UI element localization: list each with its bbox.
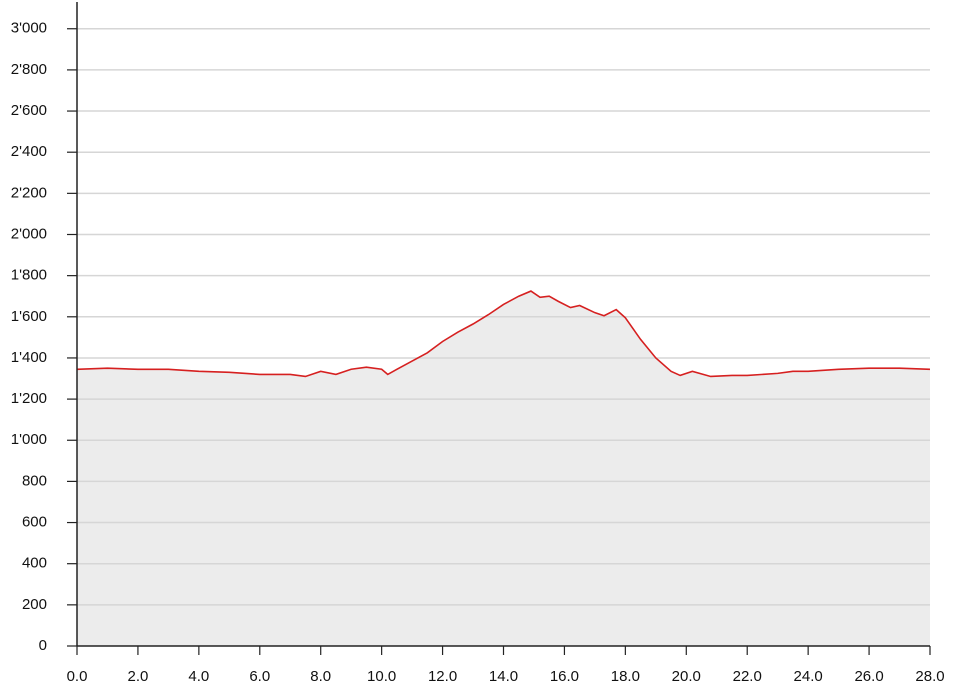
y-tick-label: 600 xyxy=(22,514,47,531)
elevation-line xyxy=(76,290,931,378)
y-tick-label: 1'200 xyxy=(11,390,47,407)
x-tick-label: 24.0 xyxy=(794,668,823,685)
x-tick-label: 4.0 xyxy=(188,668,209,685)
x-tick-label: 18.0 xyxy=(611,668,640,685)
x-tick-label: 10.0 xyxy=(367,668,396,685)
x-tick-label: 12.0 xyxy=(428,668,457,685)
x-tick-label: 0.0 xyxy=(67,668,88,685)
x-tick-label: 22.0 xyxy=(733,668,762,685)
y-tick-label: 800 xyxy=(22,472,47,489)
y-tick-label: 200 xyxy=(22,596,47,613)
y-tick-label: 2'000 xyxy=(11,225,47,242)
y-tick-label: 2'800 xyxy=(11,61,47,78)
x-tick-label: 26.0 xyxy=(854,668,883,685)
y-tick-label: 1'800 xyxy=(11,267,47,284)
y-tick-label: 1'600 xyxy=(11,308,47,325)
y-tick-label: 2'400 xyxy=(11,143,47,160)
y-tick-label: 1'400 xyxy=(11,349,47,366)
x-tick-label: 20.0 xyxy=(672,668,701,685)
x-tick-label: 2.0 xyxy=(127,668,148,685)
y-tick-label: 3'000 xyxy=(11,20,47,37)
y-tick-label: 2'600 xyxy=(11,102,47,119)
y-tick-label: 1'000 xyxy=(11,431,47,448)
x-tick-label: 14.0 xyxy=(489,668,518,685)
y-tick-label: 400 xyxy=(22,555,47,572)
area-fill xyxy=(77,291,930,646)
x-tick-label: 28.0 xyxy=(915,668,944,685)
x-tick-label: 16.0 xyxy=(550,668,579,685)
x-tick-label: 8.0 xyxy=(310,668,331,685)
y-tick-label: 0 xyxy=(39,637,47,654)
y-tick-label: 2'200 xyxy=(11,184,47,201)
x-tick-label: 6.0 xyxy=(249,668,270,685)
